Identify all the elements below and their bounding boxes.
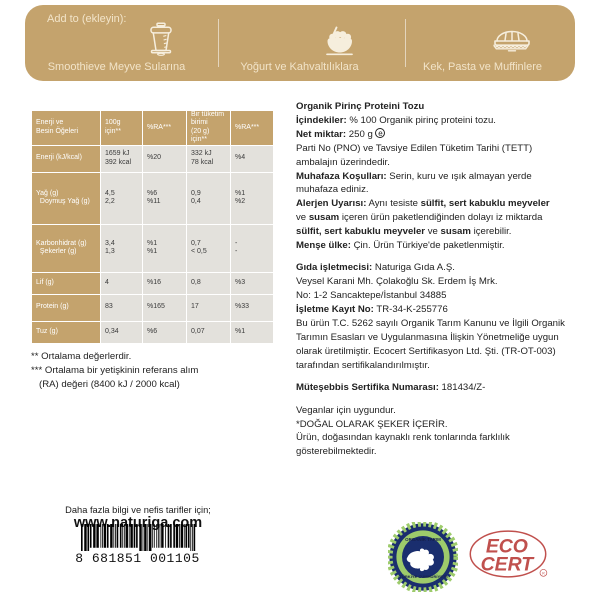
svg-text:ORGANİK TARIM: ORGANİK TARIM [405, 536, 441, 542]
svg-text:CERT: CERT [481, 554, 536, 576]
svg-text:•TÜRKİYE CUMHURİYETİ•: •TÜRKİYE CUMHURİYETİ• [398, 574, 448, 579]
svg-text:R: R [542, 571, 545, 575]
